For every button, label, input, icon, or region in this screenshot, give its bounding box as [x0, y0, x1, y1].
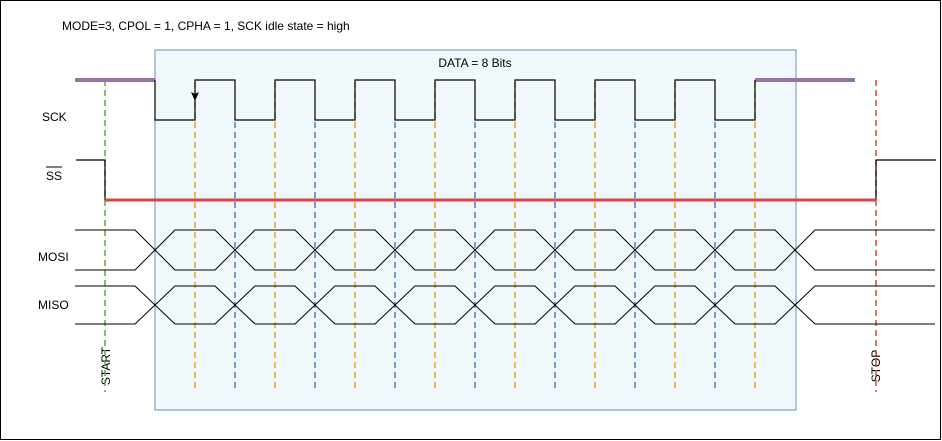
ss-label: SS: [46, 169, 62, 183]
ss-before: [76, 159, 106, 200]
mosi-bus-lower-track: [75, 229, 935, 271]
sck-waveform: [154, 79, 756, 121]
ss-after: [875, 159, 936, 200]
diagram-title: MODE=3, CPOL = 1, CPHA = 1, SCK idle sta…: [62, 19, 350, 33]
data-box-label: DATA = 8 Bits: [438, 56, 511, 70]
miso-bus-lower-track: [75, 285, 935, 325]
waveforms: [75, 78, 936, 392]
rising-edge-arrow-icon: [191, 92, 199, 101]
sck-label: SCK: [42, 110, 67, 124]
miso-label: MISO: [38, 298, 69, 312]
mosi-label: MOSI: [38, 250, 69, 264]
data-box-border: [154, 49, 797, 411]
start-marker-label: START: [99, 346, 113, 385]
